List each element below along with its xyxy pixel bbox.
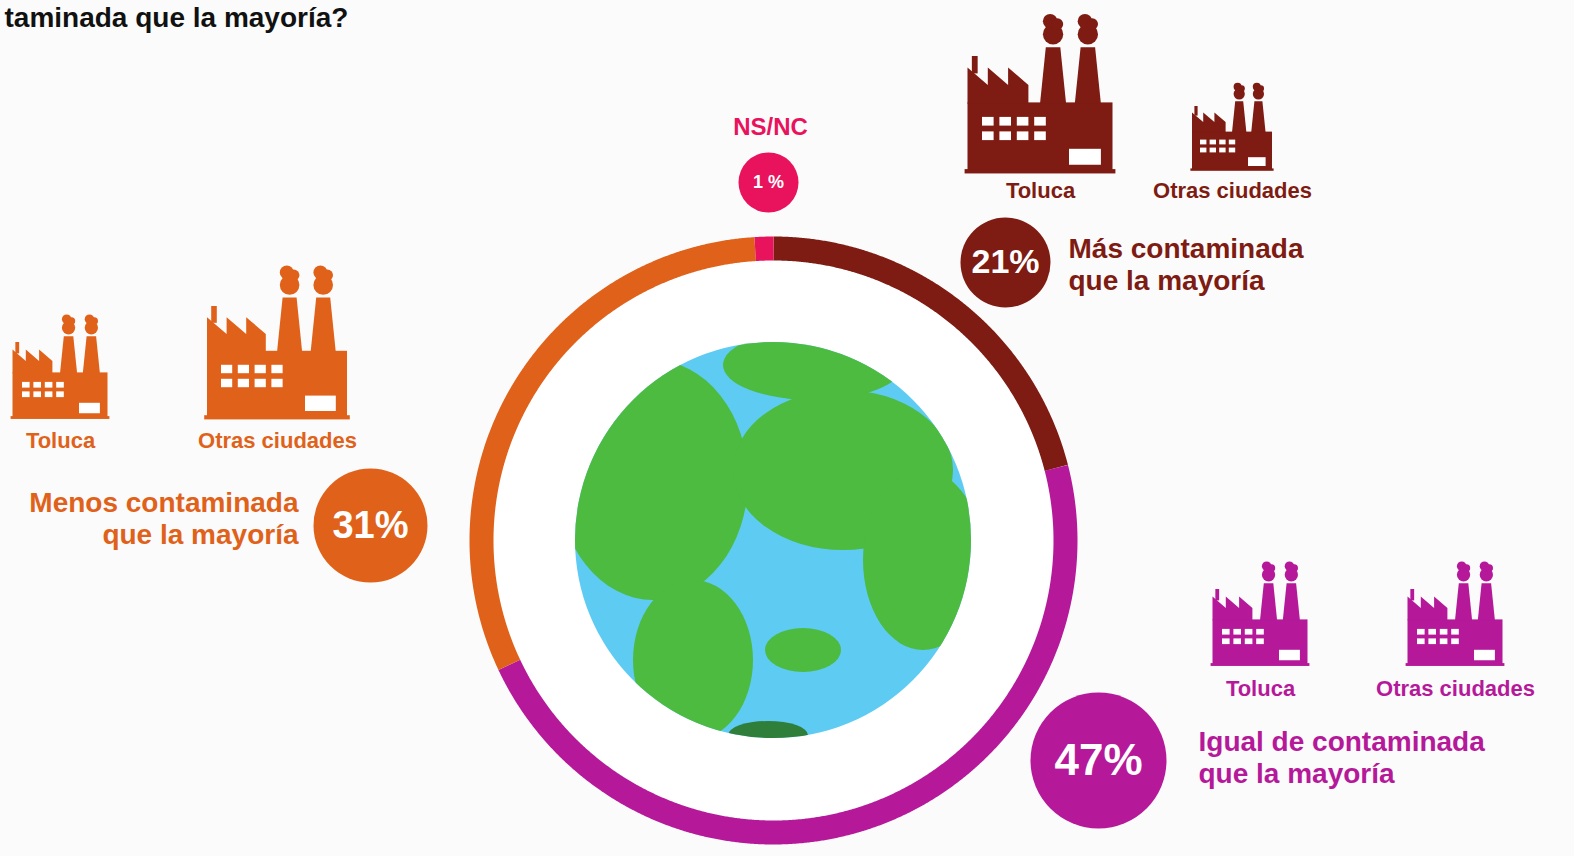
svg-text:Toluca: Toluca — [26, 428, 96, 453]
svg-text:31%: 31% — [332, 504, 408, 546]
svg-text:Menos contaminadaque la mayorí: Menos contaminadaque la mayoría — [29, 487, 299, 550]
svg-text:Más contaminadaque la mayoría: Más contaminadaque la mayoría — [1069, 233, 1304, 296]
svg-text:21%: 21% — [971, 242, 1039, 280]
svg-text:Toluca: Toluca — [1226, 676, 1296, 701]
svg-text:1 %: 1 % — [753, 172, 784, 192]
svg-text:Toluca: Toluca — [1006, 178, 1076, 203]
svg-text:taminada que la mayoría?: taminada que la mayoría? — [5, 2, 349, 33]
svg-text:NS/NC: NS/NC — [733, 113, 808, 140]
svg-text:Igual de contaminadaque la may: Igual de contaminadaque la mayoría — [1199, 726, 1486, 789]
svg-text:Otras ciudades: Otras ciudades — [198, 428, 357, 453]
svg-text:Otras ciudades: Otras ciudades — [1376, 676, 1535, 701]
svg-text:47%: 47% — [1054, 735, 1142, 784]
svg-text:Otras ciudades: Otras ciudades — [1153, 178, 1312, 203]
